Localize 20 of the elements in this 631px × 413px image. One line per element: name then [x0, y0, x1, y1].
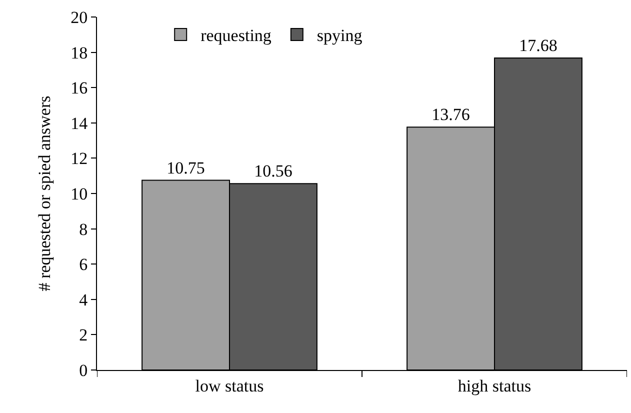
x-tick-label: low status	[195, 376, 264, 396]
y-tick-label: 0	[79, 360, 88, 380]
y-tick-label: 6	[79, 255, 88, 274]
y-tick-label: 18	[70, 43, 88, 62]
y-tick-label: 14	[70, 114, 88, 133]
x-tick-label: high status	[458, 376, 532, 396]
data-label: 17.68	[519, 36, 558, 55]
y-tick-label: 12	[70, 149, 88, 168]
legend-label: spying	[316, 26, 363, 46]
y-tick-label: 8	[79, 220, 88, 239]
data-label: 13.76	[432, 105, 470, 124]
legend-label: requesting	[200, 26, 272, 46]
y-tick-label: 2	[79, 326, 88, 345]
y-tick-label: 16	[70, 78, 88, 98]
data-label: 10.75	[166, 158, 205, 178]
data-label: 10.56	[254, 162, 292, 181]
y-tick-label: 10	[70, 184, 88, 204]
y-tick-label: 20	[70, 8, 88, 27]
y-tick-label: 4	[79, 290, 88, 310]
y-axis-title: # requested or spied answers	[35, 96, 54, 292]
